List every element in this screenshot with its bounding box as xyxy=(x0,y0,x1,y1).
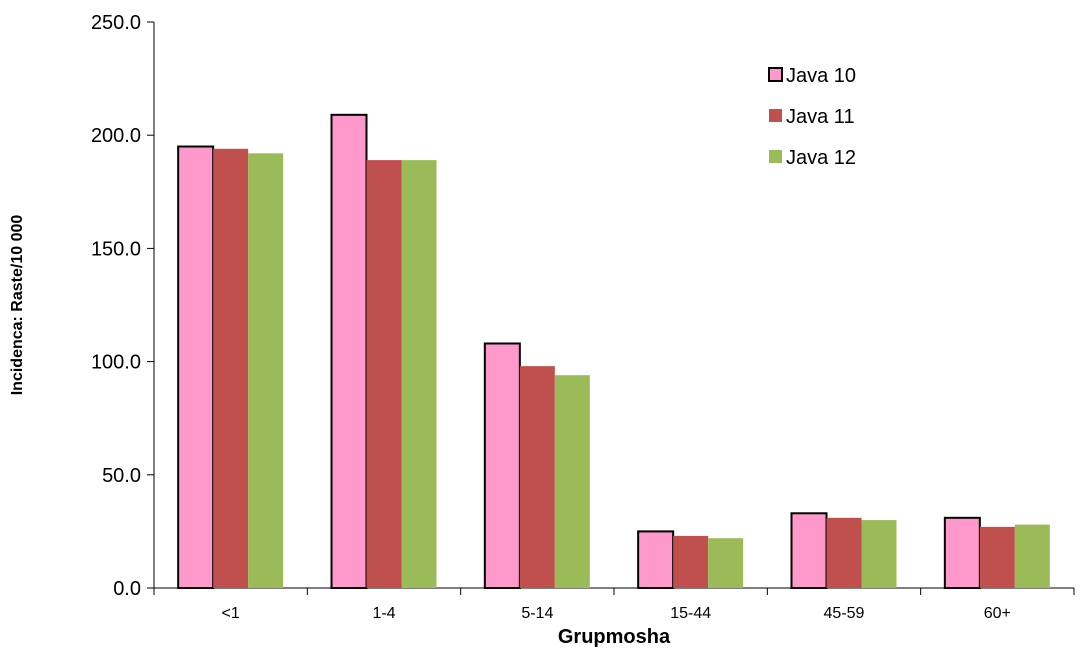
x-axis-title: Grupmosha xyxy=(558,626,671,648)
bar-java-11 xyxy=(827,518,862,588)
bar-java-12 xyxy=(555,375,590,588)
legend-swatch xyxy=(769,68,782,81)
bar-java-12 xyxy=(1015,525,1050,588)
y-tick-label: 150.0 xyxy=(91,238,141,260)
x-tick-label: 45-59 xyxy=(824,605,865,622)
bar-java-12 xyxy=(708,538,743,588)
bar-java-11 xyxy=(367,160,402,588)
y-axis: 0.0 50.0 100.0 150.0 200.0 250.0 xyxy=(91,12,154,600)
bar-java-10 xyxy=(638,531,673,588)
y-tick-label: 200.0 xyxy=(91,125,141,147)
x-tick-label: 60+ xyxy=(984,605,1011,622)
bar-java-10 xyxy=(485,343,520,588)
x-axis: <1 1-4 5-14 15-44 45-59 60+ xyxy=(154,588,1074,622)
x-tick-label: 5-14 xyxy=(521,605,553,622)
bar-java-10 xyxy=(332,115,367,588)
legend-label: Java 11 xyxy=(786,106,855,128)
legend-swatch xyxy=(769,150,782,163)
legend: Java 10 Java 11 Java 12 xyxy=(769,65,856,169)
x-tick-label: 1-4 xyxy=(372,605,395,622)
bar-java-10 xyxy=(945,518,980,588)
x-tick-label: <1 xyxy=(222,605,240,622)
y-tick-label: 50.0 xyxy=(102,465,141,487)
bar-java-12 xyxy=(402,160,437,588)
legend-swatch xyxy=(769,109,782,122)
legend-label: Java 12 xyxy=(786,147,856,169)
y-axis-title: Incidenca: Raste/10 000 xyxy=(9,215,26,396)
bar-java-12 xyxy=(862,520,897,588)
x-tick-label: 15-44 xyxy=(670,605,711,622)
bar-java-12 xyxy=(248,153,283,588)
y-tick-label: 0.0 xyxy=(113,578,141,600)
bar-java-11 xyxy=(673,536,708,588)
bar-java-10 xyxy=(178,147,213,588)
legend-label: Java 10 xyxy=(786,65,856,87)
bars xyxy=(178,115,1050,588)
y-tick-label: 250.0 xyxy=(91,12,141,34)
bar-java-11 xyxy=(520,366,555,588)
bar-java-11 xyxy=(213,149,248,588)
y-tick-label: 100.0 xyxy=(91,352,141,374)
bar-java-11 xyxy=(980,527,1015,588)
bar-java-10 xyxy=(792,513,827,588)
